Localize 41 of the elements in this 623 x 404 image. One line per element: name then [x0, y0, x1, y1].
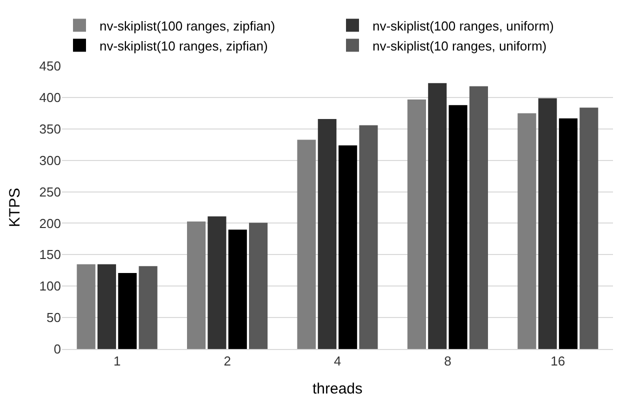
y-tick-label: 100: [39, 278, 61, 294]
y-tick-label: 400: [39, 90, 61, 105]
legend-label: nv-skiplist(100 ranges, zipfian): [100, 18, 276, 34]
bar: [580, 108, 598, 349]
y-tick-label: 150: [39, 247, 61, 262]
y-tick-label: 0: [54, 342, 61, 357]
bar: [118, 273, 137, 349]
bar: [407, 99, 426, 349]
bar: [448, 105, 468, 349]
legend-label: nv-skiplist(100 ranges, uniform): [372, 18, 554, 34]
x-tick-label: 8: [444, 354, 452, 369]
bar: [187, 221, 206, 349]
bar: [97, 264, 116, 349]
legend-label: nv-skiplist(10 ranges, zipfian): [100, 38, 268, 54]
x-axis-title: threads: [312, 380, 363, 398]
bar: [249, 222, 268, 349]
x-tick-label: 4: [334, 354, 342, 369]
x-tick-label: 16: [550, 354, 566, 369]
y-tick-label: 300: [39, 152, 61, 168]
y-axis-title: KTPS: [6, 188, 24, 228]
x-tick-label: 1: [113, 354, 121, 369]
y-tick-label: 450: [39, 58, 61, 74]
bar: [138, 266, 158, 349]
legend-label: nv-skiplist(10 ranges, uniform): [372, 38, 547, 54]
y-tick-label: 50: [46, 310, 61, 326]
bar: [518, 113, 536, 349]
bar: [208, 216, 226, 349]
bar: [428, 83, 447, 349]
bar: [469, 86, 488, 349]
y-tick-label: 250: [39, 184, 61, 200]
bar: [297, 140, 316, 349]
bar: [76, 264, 96, 349]
bar: [359, 125, 378, 349]
y-tick-label: 350: [39, 121, 61, 136]
bar: [338, 145, 358, 349]
bar: [228, 230, 247, 349]
bar: [558, 118, 578, 349]
bar: [538, 98, 557, 349]
y-tick-label: 200: [39, 216, 61, 231]
bar: [318, 118, 336, 349]
x-tick-label: 2: [224, 354, 231, 369]
